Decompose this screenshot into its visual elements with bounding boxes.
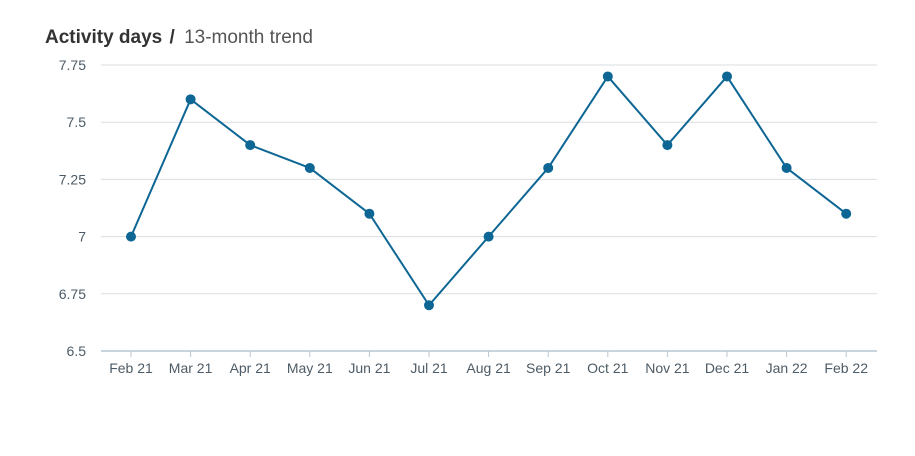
x-tick-label: Nov 21: [645, 360, 690, 376]
y-axis-ticks: 6.5 6.75 7 7.25 7.5 7.75: [59, 57, 86, 359]
x-tick-label: May 21: [287, 360, 333, 376]
data-point[interactable]: [364, 208, 375, 219]
x-tick-label: Aug 21: [466, 360, 511, 376]
chart-title-main: Activity days: [45, 27, 163, 48]
x-tick-label: Oct 21: [587, 360, 628, 376]
data-point[interactable]: [602, 71, 613, 82]
data-point[interactable]: [722, 71, 732, 82]
chart-title: Activity days / 13-month trend: [45, 27, 313, 49]
x-tick-label: Sep 21: [526, 360, 571, 376]
y-tick-label: 7.25: [59, 171, 86, 187]
x-axis: Feb 21 Mar 21 Apr 21 May 21 Jun 21 Jul 21 Aug …: [101, 350, 877, 376]
data-point[interactable]: [483, 231, 494, 242]
y-tick-label: 6.75: [59, 286, 86, 302]
data-point[interactable]: [662, 140, 673, 151]
title-separator: /: [169, 27, 175, 48]
x-tick-label: Feb 21: [109, 360, 153, 376]
data-point[interactable]: [185, 94, 196, 105]
data-point[interactable]: [841, 208, 852, 219]
data-point[interactable]: [304, 162, 315, 173]
data-point[interactable]: [781, 162, 792, 173]
x-tick-label: Jul 21: [410, 360, 448, 376]
grid-lines: [101, 64, 877, 295]
series-line-group: [130, 75, 847, 307]
chart-subtitle: 13-month trend: [184, 27, 313, 48]
y-tick-label: 6.5: [67, 343, 87, 359]
series-line: [130, 75, 847, 307]
data-point[interactable]: [245, 140, 256, 151]
x-tick-label: Apr 21: [230, 360, 271, 376]
data-point[interactable]: [126, 231, 136, 242]
x-tick-label: Jun 21: [348, 360, 390, 376]
y-tick-label: 7.5: [67, 114, 87, 130]
y-tick-label: 7: [78, 229, 86, 245]
x-tick-label: Jan 22: [766, 360, 808, 376]
y-tick-label: 7.75: [59, 57, 86, 73]
data-point[interactable]: [543, 162, 554, 173]
x-tick-label: Dec 21: [705, 360, 750, 376]
x-tick-label: Mar 21: [169, 360, 213, 376]
data-points: [126, 71, 852, 311]
data-point[interactable]: [424, 300, 434, 311]
x-tick-label: Feb 22: [824, 360, 868, 376]
